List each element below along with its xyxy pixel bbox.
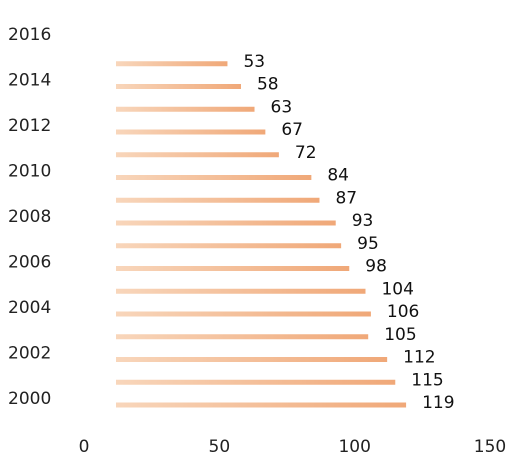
x-axis: 0 50 100 150 [79, 437, 507, 457]
y-tick-label-2008: 2008 [8, 207, 51, 227]
x-tick-label-0: 0 [79, 437, 90, 457]
y-tick-label-2010: 2010 [8, 162, 51, 182]
bar-2006 [116, 266, 350, 271]
bar-2004 [116, 311, 371, 317]
bar-2008 [116, 220, 336, 226]
y-tick-label-2014: 2014 [8, 71, 51, 91]
data-label-2000: 119 [422, 393, 454, 413]
bar-2007 [116, 243, 342, 249]
bar-2015 [116, 61, 228, 67]
y-tick-label-2006: 2006 [8, 253, 51, 273]
bar-2009 [116, 197, 320, 203]
data-label-2003: 105 [384, 325, 416, 345]
bar-2000 [116, 402, 407, 408]
data-label-2015: 53 [243, 52, 265, 72]
bar-2013 [116, 106, 255, 112]
data-label-2004: 106 [387, 302, 419, 322]
bar-2003 [116, 334, 369, 340]
x-tick-label-100: 100 [338, 437, 370, 457]
bars-group [116, 61, 407, 408]
x-tick-label-50: 50 [209, 437, 231, 457]
y-tick-label-2000: 2000 [8, 389, 51, 409]
bar-2012 [116, 129, 266, 135]
data-label-2012: 67 [281, 120, 303, 140]
bar-2002 [116, 357, 388, 362]
data-label-2010: 84 [327, 166, 349, 186]
data-label-2001: 115 [411, 370, 443, 390]
bar-2001 [116, 379, 396, 385]
bar-2011 [116, 152, 279, 158]
data-label-2005: 104 [381, 279, 413, 299]
y-axis: 2000 2002 2004 2006 2008 2010 2012 2014 2016 [8, 25, 51, 409]
bar-2005 [116, 288, 366, 294]
y-tick-label-2004: 2004 [8, 298, 51, 318]
bar-2014 [116, 84, 241, 89]
data-label-2013: 63 [271, 97, 293, 117]
x-tick-label-150: 150 [474, 437, 506, 457]
data-label-2007: 95 [357, 234, 379, 254]
data-label-2006: 98 [365, 257, 387, 277]
data-label-2014: 58 [257, 75, 279, 95]
data-label-2002: 112 [403, 348, 435, 368]
bar-2010 [116, 175, 312, 180]
data-label-2011: 72 [295, 143, 317, 163]
y-tick-label-2016: 2016 [8, 25, 51, 45]
data-label-2009: 87 [335, 188, 357, 208]
y-tick-label-2002: 2002 [8, 344, 51, 364]
data-label-2008: 93 [352, 211, 374, 231]
y-tick-label-2012: 2012 [8, 116, 51, 136]
